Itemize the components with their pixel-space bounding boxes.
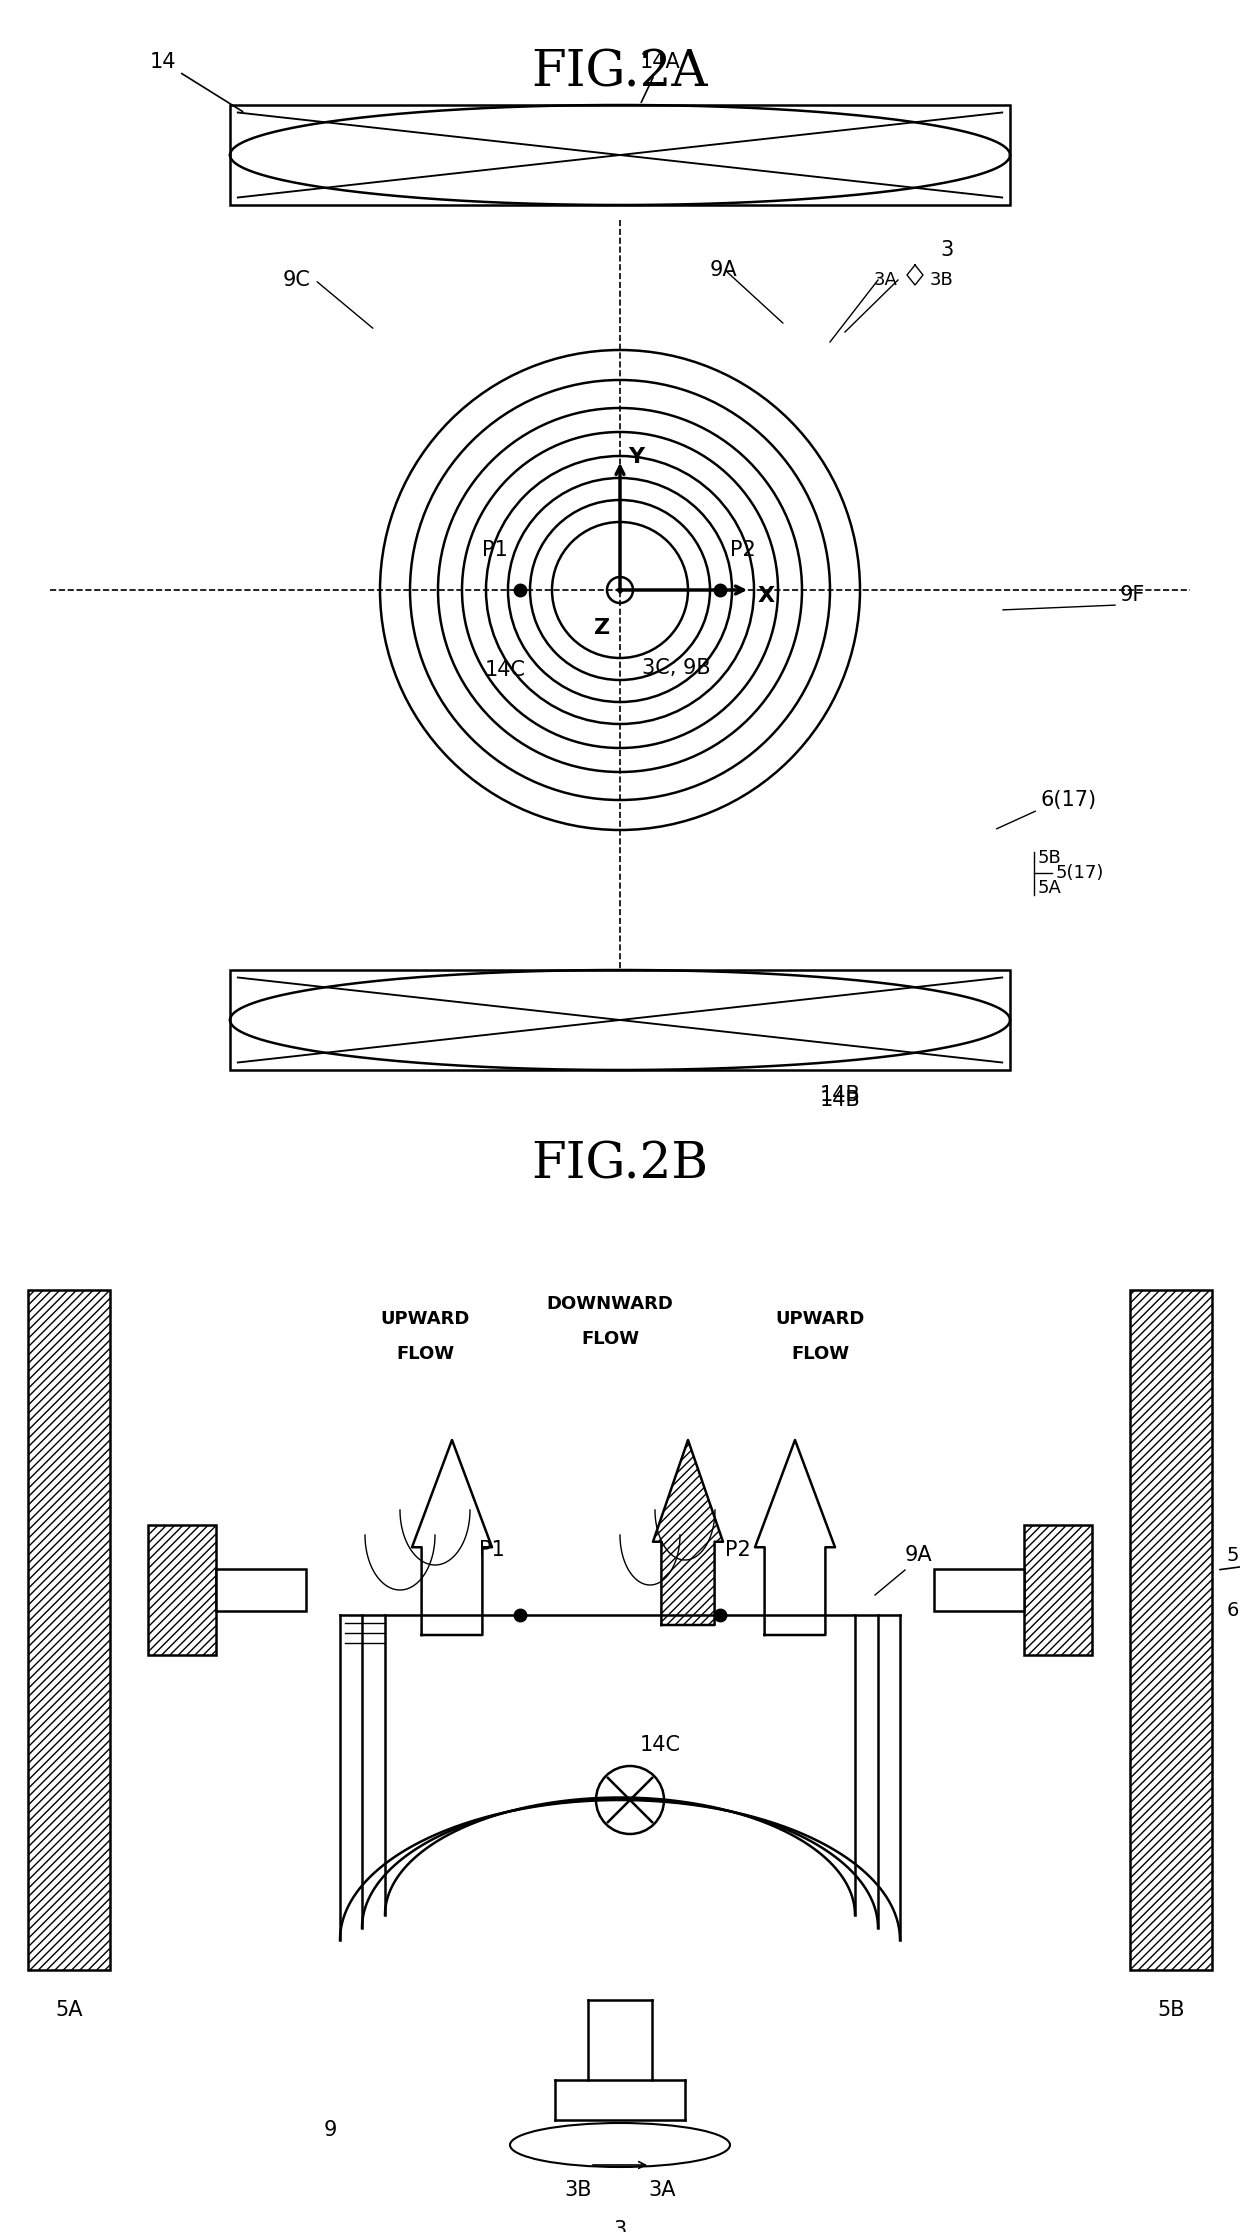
Text: 3C, 9B: 3C, 9B — [642, 658, 711, 679]
Text: 5B: 5B — [1157, 2000, 1184, 2020]
Bar — [1130, 1290, 1211, 1971]
Text: 14B: 14B — [820, 1085, 861, 1105]
Bar — [1024, 1524, 1092, 1654]
Text: 14C: 14C — [640, 1734, 681, 1754]
Text: 5A: 5A — [1038, 879, 1061, 897]
Text: 3B: 3B — [930, 270, 954, 288]
Text: UPWARD: UPWARD — [381, 1310, 470, 1328]
Text: UPWARD: UPWARD — [775, 1310, 864, 1328]
Text: 9C: 9C — [283, 270, 310, 290]
Text: P1: P1 — [482, 540, 508, 560]
Text: P2: P2 — [725, 1540, 750, 1560]
Text: 3A: 3A — [874, 270, 898, 288]
Bar — [1024, 1524, 1092, 1654]
Bar — [29, 1290, 110, 1971]
Text: FIG.2B: FIG.2B — [532, 1141, 708, 1190]
Text: 6(17): 6(17) — [1228, 1600, 1240, 1620]
Text: 9A: 9A — [905, 1545, 932, 1565]
Text: FLOW: FLOW — [396, 1346, 454, 1364]
Text: Z: Z — [594, 618, 610, 638]
Text: 14C: 14C — [485, 661, 526, 681]
Text: 3A: 3A — [649, 2181, 676, 2201]
Text: 14B: 14B — [820, 1089, 861, 1109]
Text: X: X — [758, 587, 775, 607]
Text: 5B: 5B — [1038, 848, 1061, 866]
Bar — [148, 1524, 216, 1654]
Text: 9A: 9A — [711, 259, 738, 279]
Text: 6(17): 6(17) — [1040, 790, 1096, 810]
Bar — [229, 105, 1011, 205]
Text: 5A: 5A — [56, 2000, 83, 2020]
Text: 9: 9 — [324, 2120, 337, 2140]
Text: 9F: 9F — [1120, 585, 1146, 605]
Text: 3B: 3B — [564, 2181, 591, 2201]
Text: 5(17): 5(17) — [1228, 1545, 1240, 1565]
Bar — [934, 1569, 1024, 1612]
Text: 14A: 14A — [640, 51, 681, 103]
Bar — [216, 1569, 306, 1612]
Text: FIG.2A: FIG.2A — [532, 49, 708, 98]
Bar — [1130, 1290, 1211, 1971]
Text: 3: 3 — [940, 241, 954, 259]
Text: 3: 3 — [614, 2221, 626, 2232]
Bar — [229, 971, 1011, 1069]
Text: DOWNWARD: DOWNWARD — [547, 1295, 673, 1312]
Bar — [29, 1290, 110, 1971]
Text: FLOW: FLOW — [580, 1330, 639, 1348]
Text: FLOW: FLOW — [791, 1346, 849, 1364]
Text: P2: P2 — [730, 540, 755, 560]
Text: Y: Y — [627, 446, 644, 466]
Text: P1: P1 — [479, 1540, 505, 1560]
Text: 5(17): 5(17) — [1056, 864, 1105, 882]
Text: 14: 14 — [150, 51, 243, 112]
Bar — [148, 1524, 216, 1654]
